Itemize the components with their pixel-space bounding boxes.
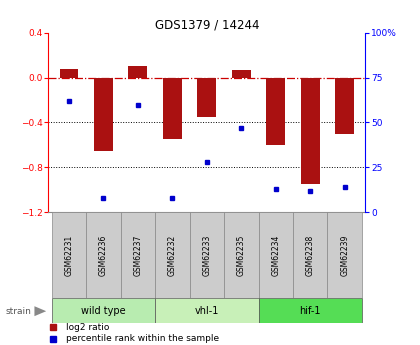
Bar <box>94 78 113 150</box>
Bar <box>197 78 216 117</box>
Text: GSM62232: GSM62232 <box>168 235 177 276</box>
Bar <box>301 78 320 184</box>
Text: GSM62231: GSM62231 <box>65 235 73 276</box>
Bar <box>121 212 155 298</box>
Bar <box>60 69 79 78</box>
Text: GSM62235: GSM62235 <box>237 235 246 276</box>
Bar <box>163 78 182 139</box>
Bar <box>86 212 121 298</box>
Title: GDS1379 / 14244: GDS1379 / 14244 <box>155 19 259 32</box>
Bar <box>224 212 259 298</box>
Bar <box>259 298 362 323</box>
Bar <box>293 212 328 298</box>
Bar <box>155 212 189 298</box>
Bar <box>189 212 224 298</box>
Bar <box>52 298 155 323</box>
Text: log2 ratio: log2 ratio <box>66 323 109 332</box>
Text: GSM62236: GSM62236 <box>99 235 108 276</box>
Text: GSM62237: GSM62237 <box>134 235 142 276</box>
Bar <box>129 66 147 78</box>
Text: GSM62233: GSM62233 <box>202 235 211 276</box>
Text: strain: strain <box>5 307 31 316</box>
Text: hif-1: hif-1 <box>299 306 321 315</box>
Polygon shape <box>34 306 46 316</box>
Bar <box>259 212 293 298</box>
Bar <box>266 78 285 145</box>
Bar <box>335 78 354 134</box>
Bar <box>328 212 362 298</box>
Text: GSM62238: GSM62238 <box>306 235 315 276</box>
Bar <box>232 70 251 78</box>
Bar <box>52 212 86 298</box>
Text: wild type: wild type <box>81 306 126 315</box>
Text: GSM62234: GSM62234 <box>271 235 280 276</box>
Bar <box>155 298 259 323</box>
Text: percentile rank within the sample: percentile rank within the sample <box>66 334 219 343</box>
Text: vhl-1: vhl-1 <box>194 306 219 315</box>
Text: GSM62239: GSM62239 <box>340 235 349 276</box>
